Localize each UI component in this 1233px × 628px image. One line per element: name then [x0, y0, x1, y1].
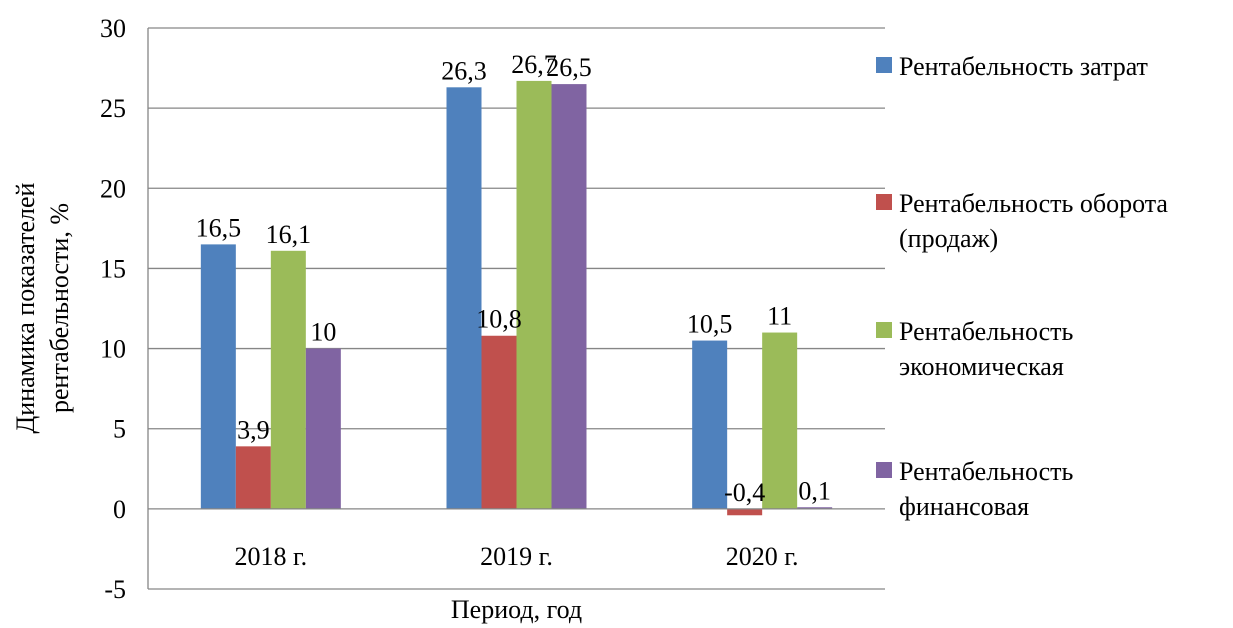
data-labels: 16,5 3,9 16,1 10 26,3 10,8 26,726,5 10,5 -0,4 11 0…	[196, 50, 831, 507]
legend-label: Рентабельность экономическая	[899, 317, 1074, 381]
data-label: 26,7	[511, 50, 557, 79]
legend-swatch	[876, 322, 892, 338]
bar-2-2019 г.	[481, 335, 517, 509]
bar-2-2020 г.	[727, 508, 763, 516]
legend-swatch	[876, 194, 892, 210]
x-tick-label: 2018 г.	[234, 542, 307, 571]
y-tick-label: 10	[100, 335, 126, 364]
legend-swatch	[876, 57, 892, 73]
data-label: 10,5	[687, 310, 733, 339]
bar-4-2020 г.	[797, 507, 833, 509]
data-label: -0,4	[724, 478, 765, 507]
y-tick-label: 0	[113, 495, 126, 524]
legend-label-line: экономическая	[899, 352, 1064, 381]
bar-4-2019 г.	[551, 84, 587, 509]
legend-label: Рентабельность оборота (продаж)	[899, 189, 1168, 253]
y-tick-label: -5	[104, 575, 126, 604]
legend: Рентабельность затрат Рентабельность обор…	[876, 52, 1168, 521]
legend-label: Рентабельность финансовая	[899, 457, 1074, 521]
bar-3-2018 г.	[270, 250, 306, 509]
y-tick-label: 30	[100, 14, 126, 43]
y-tick-label: 15	[100, 254, 126, 283]
bar-1-2020 г.	[692, 340, 728, 509]
y-tick-label: 5	[113, 415, 126, 444]
data-label: 10,8	[476, 305, 522, 334]
bar-4-2018 г.	[305, 348, 341, 509]
bar-1-2019 г.	[446, 87, 482, 509]
bar-1-2018 г.	[200, 244, 236, 509]
x-axis-title: Период, год	[451, 595, 582, 624]
bars	[200, 80, 833, 516]
data-label: 26,3	[441, 56, 487, 85]
y-tick-label: 20	[100, 174, 126, 203]
legend-label-line: финансовая	[899, 492, 1029, 521]
x-tick-label: 2019 г.	[480, 542, 553, 571]
data-label: 16,1	[266, 220, 312, 249]
legend-swatch	[876, 462, 892, 478]
legend-label: Рентабельность затрат	[899, 52, 1148, 81]
y-axis-title: Динамика показателей рентабельности, %	[11, 182, 74, 433]
legend-label-line: (продаж)	[899, 224, 998, 253]
data-label: 0,1	[798, 476, 831, 505]
legend-label-line: Рентабельность	[899, 317, 1074, 346]
data-label: 16,5	[196, 213, 242, 242]
y-tick-label: 25	[100, 94, 126, 123]
bar-3-2019 г.	[516, 80, 552, 509]
bar-2-2018 г.	[235, 446, 271, 509]
legend-label-line: Рентабельность затрат	[899, 52, 1148, 81]
data-label: 26,5	[546, 53, 592, 82]
data-label: 10	[310, 318, 336, 347]
x-tick-label: 2020 г.	[726, 542, 799, 571]
data-label: 11	[767, 302, 792, 331]
data-label: 3,9	[237, 415, 270, 444]
y-axis-title-line: Динамика показателей	[11, 182, 40, 433]
axes: -5 0 5 10 15 20 25 30 2018 г. 2019 г. 2020 г. Перио…	[11, 14, 885, 624]
legend-label-line: Рентабельность оборота	[899, 189, 1168, 218]
legend-label-line: Рентабельность	[899, 457, 1074, 486]
y-axis-title-line: рентабельности, %	[45, 203, 74, 413]
bar-3-2020 г.	[762, 332, 798, 509]
